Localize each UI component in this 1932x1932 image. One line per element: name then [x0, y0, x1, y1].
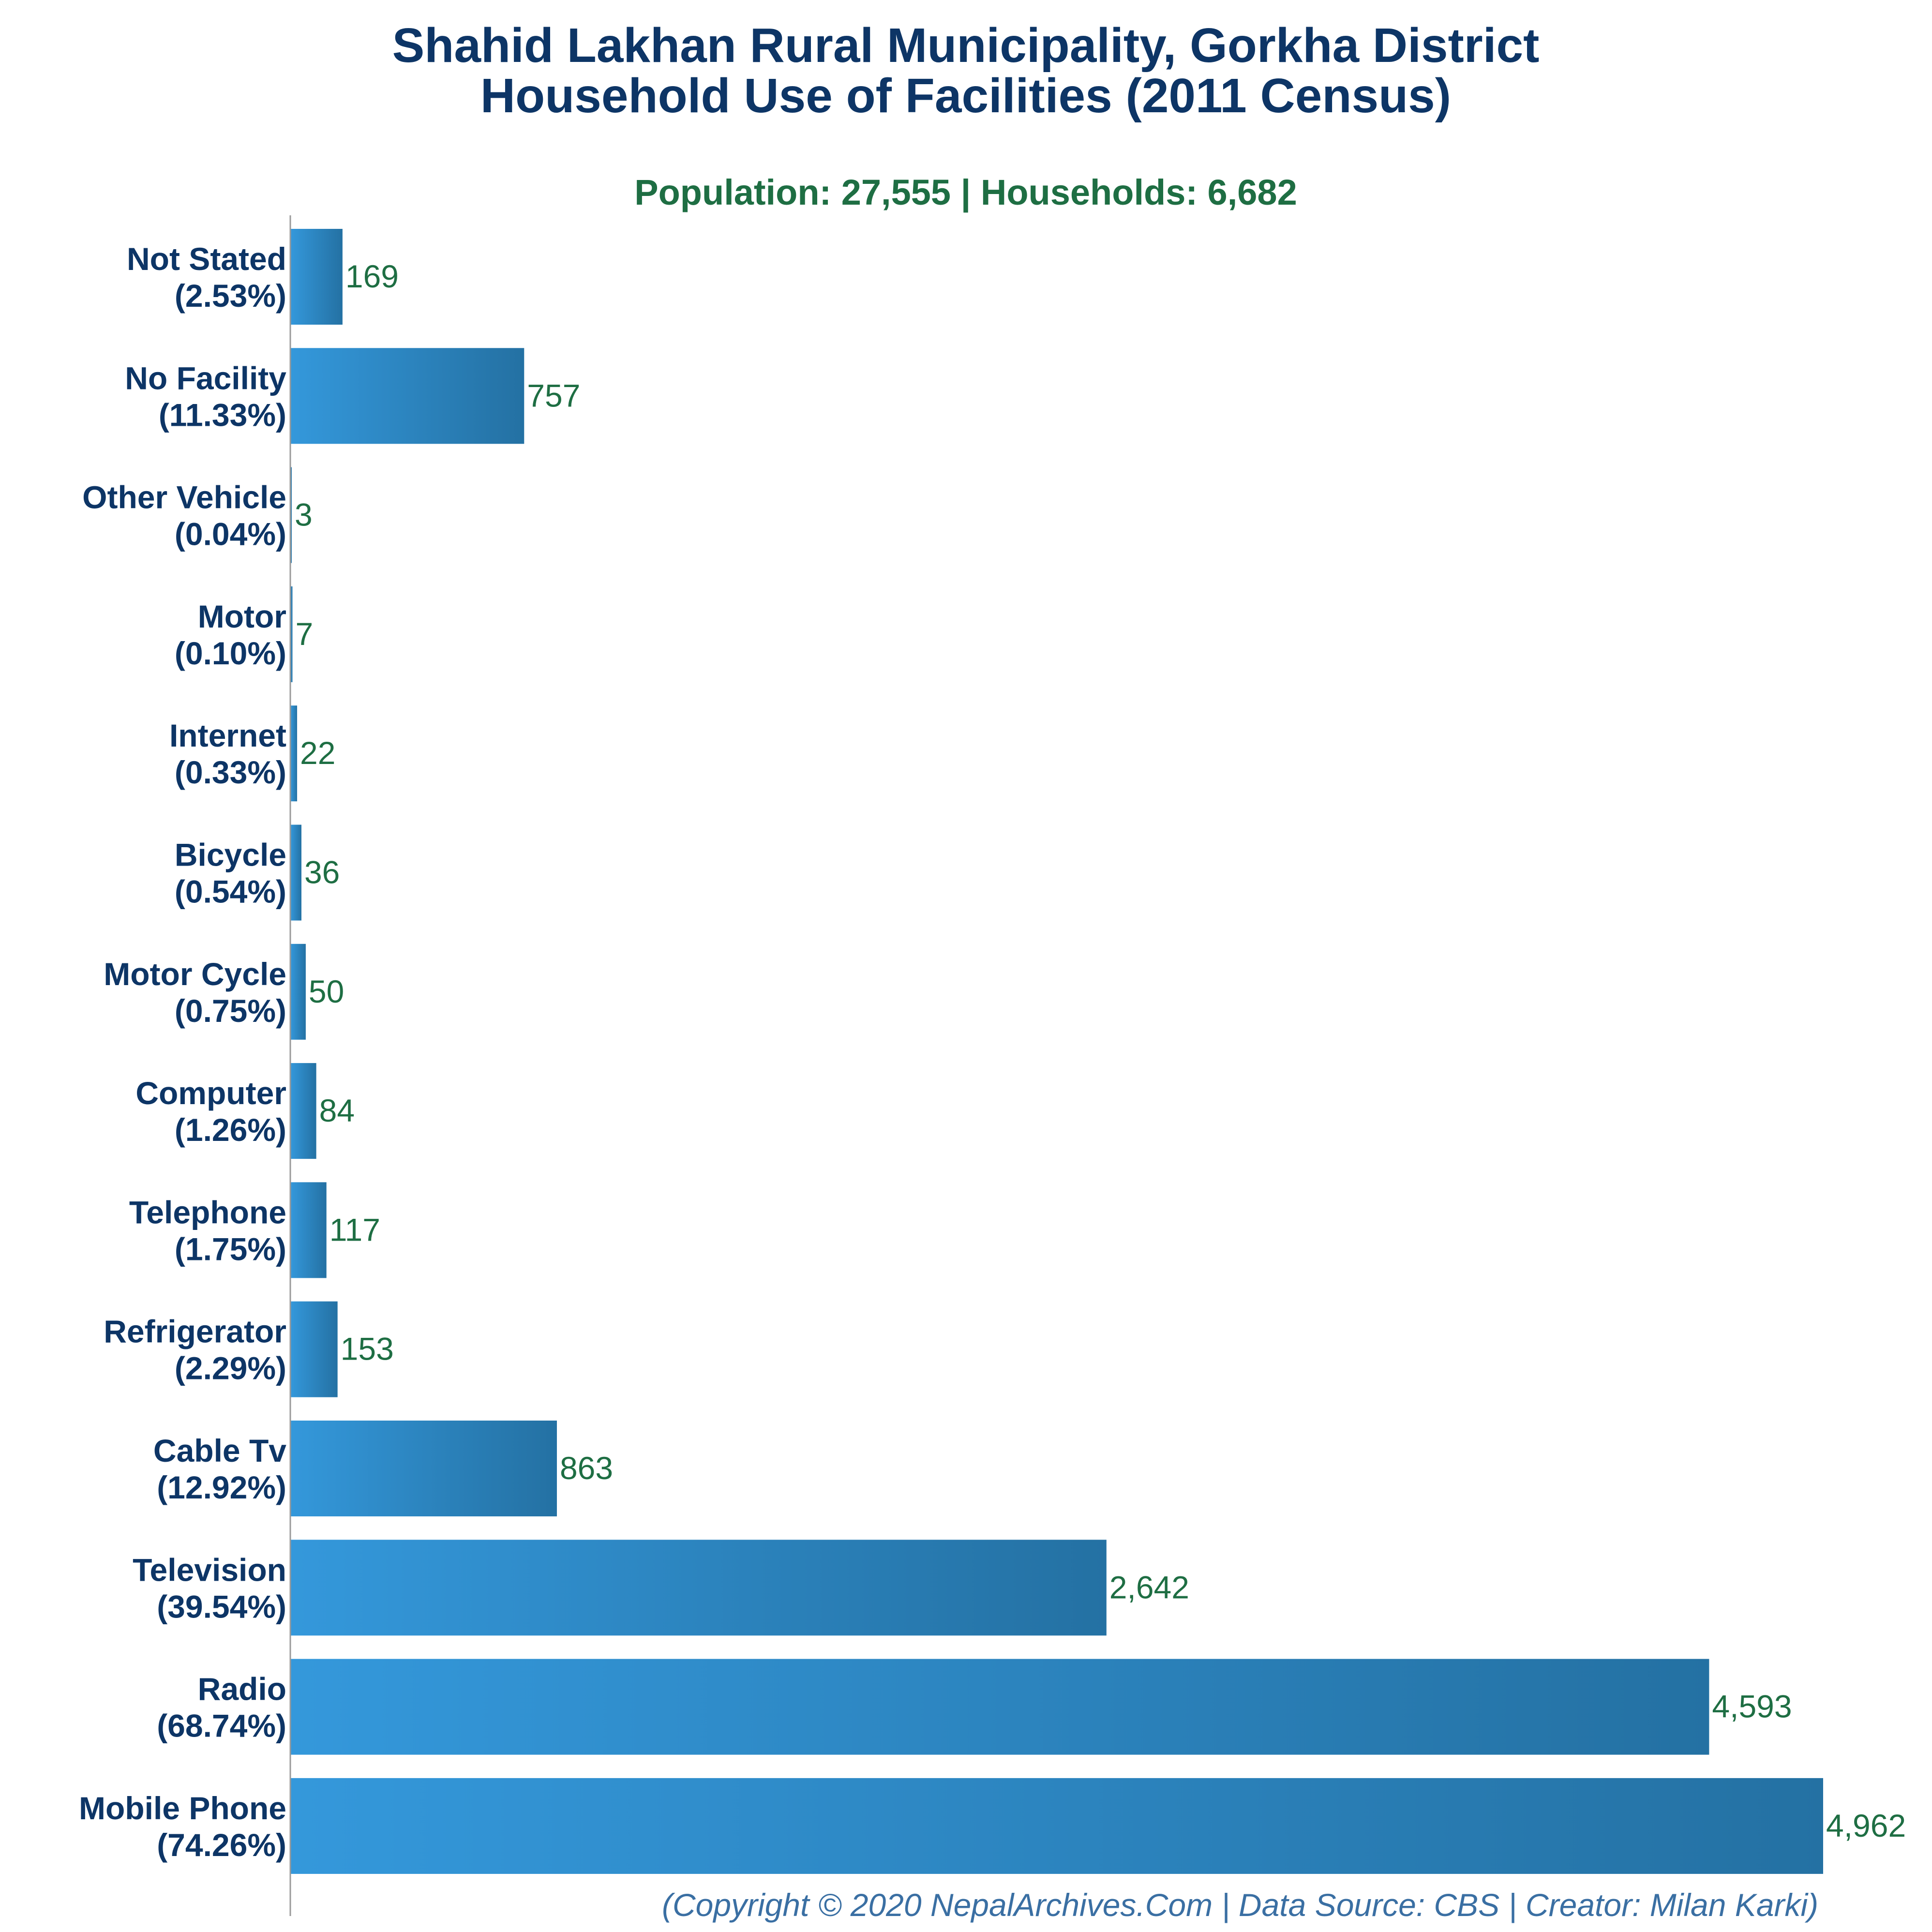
- bar-bicycle: [290, 824, 301, 921]
- category-label: No Facility: [125, 360, 286, 396]
- category-percent-label: (2.53%): [175, 278, 286, 314]
- category-percent-label: (11.33%): [159, 397, 286, 433]
- bar-value-label: 84: [319, 1093, 355, 1128]
- bar-no-facility: [290, 348, 524, 444]
- bar-mobile-phone: [290, 1778, 1823, 1874]
- bar-value-label: 169: [345, 258, 399, 294]
- category-label: Telephone: [129, 1194, 286, 1230]
- bar-value-label: 757: [527, 377, 580, 413]
- category-label: Bicycle: [175, 837, 286, 873]
- category-percent-label: (74.26%): [157, 1827, 286, 1863]
- category-label: Television: [133, 1552, 286, 1588]
- bar-value-label: 2,642: [1109, 1569, 1189, 1605]
- category-label: Radio: [198, 1671, 286, 1707]
- category-label: Refrigerator: [104, 1314, 286, 1349]
- bar-value-label: 4,593: [1712, 1689, 1792, 1724]
- category-label: Internet: [169, 718, 286, 753]
- bar-computer: [290, 1063, 316, 1159]
- category-percent-label: (0.33%): [175, 754, 286, 790]
- bar-not-stated: [290, 229, 343, 325]
- category-percent-label: (0.75%): [175, 993, 286, 1029]
- category-percent-label: (39.54%): [157, 1588, 286, 1624]
- category-percent-label: (12.92%): [157, 1469, 286, 1505]
- bar-value-label: 22: [300, 735, 335, 771]
- bar-cable-tv: [290, 1421, 557, 1516]
- chart-title-line-2: Household Use of Facilities (2011 Census…: [480, 69, 1451, 123]
- category-label: Mobile Phone: [79, 1790, 286, 1826]
- category-label: Computer: [135, 1075, 286, 1111]
- chart-subtitle: Population: 27,555 | Households: 6,682: [634, 172, 1297, 213]
- category-percent-label: (0.54%): [175, 874, 286, 910]
- category-label: Motor Cycle: [104, 956, 286, 992]
- bar-value-label: 50: [309, 973, 344, 1009]
- category-label: Other Vehicle: [82, 479, 286, 515]
- bar-motor-cycle: [290, 944, 306, 1040]
- category-percent-label: (1.26%): [175, 1112, 286, 1148]
- category-label: Not Stated: [127, 241, 286, 277]
- bars-group: 169 Not Stated(2.53%) 757 No Facility(11.33…: [79, 229, 1906, 1874]
- bar-value-label: 863: [560, 1450, 613, 1486]
- bar-telephone: [290, 1182, 327, 1278]
- bar-radio: [290, 1659, 1709, 1755]
- category-percent-label: (0.10%): [175, 635, 286, 671]
- category-percent-label: (2.29%): [175, 1350, 286, 1386]
- bar-television: [290, 1540, 1107, 1636]
- category-label: Cable Tv: [153, 1433, 286, 1468]
- bar-value-label: 4,962: [1826, 1808, 1906, 1843]
- category-percent-label: (68.74%): [157, 1708, 286, 1744]
- bar-value-label: 3: [295, 497, 313, 533]
- bar-value-label: 117: [329, 1212, 380, 1247]
- category-label: Motor: [198, 599, 286, 634]
- bar-value-label: 36: [304, 854, 340, 890]
- bar-motor: [290, 586, 293, 682]
- bar-value-label: 7: [295, 616, 313, 652]
- category-percent-label: (1.75%): [175, 1231, 286, 1267]
- bar-refrigerator: [290, 1301, 338, 1397]
- chart-title-line-1: Shahid Lakhan Rural Municipality, Gorkha…: [392, 18, 1540, 73]
- bar-internet: [290, 705, 298, 802]
- category-percent-label: (0.04%): [175, 516, 286, 552]
- footer-credit: (Copyright © 2020 NepalArchives.Com | Da…: [662, 1887, 1818, 1924]
- bar-value-label: 153: [341, 1331, 394, 1367]
